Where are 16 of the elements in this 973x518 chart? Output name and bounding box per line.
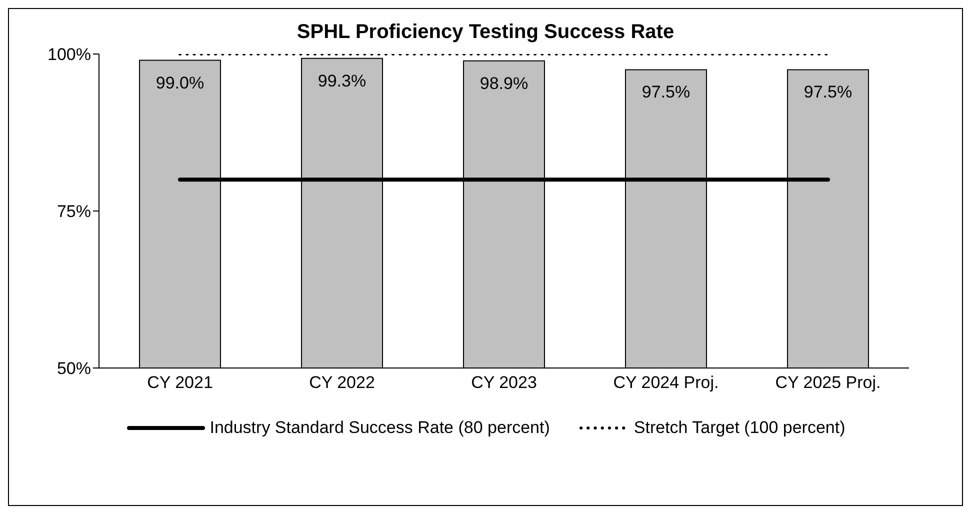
legend-label: Industry Standard Success Rate (80 percent) (210, 418, 550, 438)
data-label: 99.3% (318, 71, 366, 90)
y-tick-label: 75% (56, 202, 91, 222)
data-label: 97.5% (642, 82, 690, 102)
legend-label: Stretch Target (100 percent) (634, 418, 846, 438)
x-tick-label: CY 2022 (309, 373, 375, 392)
chart-title: SPHL Proficiency Testing Success Rate (296, 21, 676, 44)
x-tick-label: CY 2021 (147, 373, 213, 392)
x-tick-label: CY 2024 Proj. (613, 373, 719, 392)
data-label: 98.9% (480, 74, 528, 93)
data-label: 97.5% (804, 82, 852, 102)
y-tick-label: 100% (48, 45, 91, 64)
x-tick-label: CY 2023 (471, 373, 537, 392)
data-label: 99.0% (156, 73, 204, 92)
y-tick-label: 50% (56, 359, 91, 378)
x-tick-label: CY 2025 Proj. (775, 373, 881, 392)
